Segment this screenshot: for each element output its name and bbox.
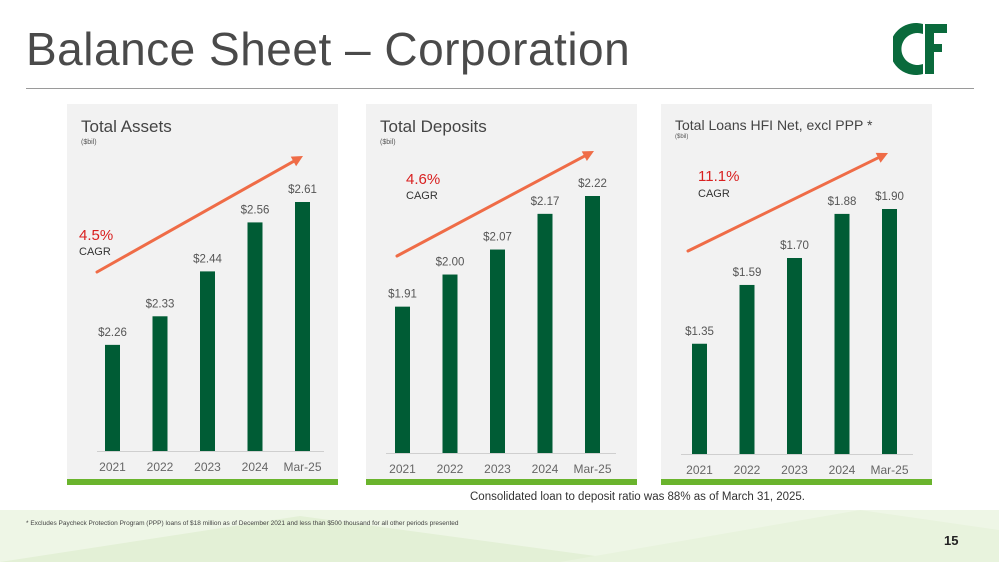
bar [490, 249, 505, 453]
x-tick-label: 2022 [437, 462, 464, 476]
total-loans-chart: $1.35 2021 $1.59 2022 $1.70 2023 $1.88 2024 $1.9… [681, 152, 913, 477]
bar-value-label: $2.56 [241, 204, 270, 216]
chart-title: Total Loans HFI Net, excl PPP * [675, 117, 873, 133]
cagr-percent: 11.1% [698, 168, 740, 185]
cagr-label: CAGR [406, 190, 438, 202]
bar [585, 196, 600, 453]
x-tick-label: 2022 [147, 460, 174, 474]
x-tick-label: 2021 [99, 460, 126, 474]
cf-logo-icon: & [893, 23, 947, 75]
bar-value-label: $2.61 [288, 184, 317, 196]
total-assets-chart: $2.26 2021 $2.33 2022 $2.44 2023 $2.56 2024 $2.6… [95, 156, 324, 474]
bar [152, 316, 168, 451]
bar [247, 222, 263, 451]
growth-arrow-line [686, 156, 880, 253]
cagr-label: CAGR [698, 188, 730, 200]
x-tick-label: 2021 [389, 462, 416, 476]
title-divider [26, 88, 974, 89]
loan-deposit-ratio-note: Consolidated loan to deposit ratio was 8… [470, 491, 805, 503]
bar-value-label: $1.70 [780, 240, 809, 252]
x-tick-label: 2022 [734, 463, 761, 477]
total-deposits-chart: $1.91 2021 $2.00 2022 $2.07 2023 $2.17 2024 $2.2… [386, 151, 616, 476]
ppp-footnote: * Excludes Paycheck Protection Program (… [26, 520, 459, 527]
bar [395, 306, 410, 453]
bar [787, 258, 802, 454]
chart-title: Total Assets [81, 117, 172, 136]
bar-value-label: $2.00 [436, 257, 465, 269]
bar-value-label: $1.90 [875, 191, 904, 203]
x-tick-label: Mar-25 [870, 463, 908, 477]
bar [692, 343, 707, 454]
bar [295, 202, 310, 451]
bar-value-label: $2.17 [531, 196, 560, 208]
bar-value-label: $1.59 [733, 267, 762, 279]
panel-total-assets: Total Assets ($bil) 4.5% CAGR $2.26 2021 $… [67, 104, 338, 485]
bar-value-label: $1.88 [828, 196, 857, 208]
growth-arrow-head [875, 152, 888, 163]
x-tick-label: 2024 [242, 460, 269, 474]
svg-text:&: & [913, 44, 924, 59]
bar [739, 284, 755, 454]
panel-accent-bar [661, 479, 932, 485]
bar [882, 209, 897, 454]
bar [200, 271, 215, 451]
bar-value-label: $2.33 [146, 298, 175, 310]
x-tick-label: 2021 [686, 463, 713, 477]
growth-arrow-head [581, 151, 594, 162]
bar [537, 213, 553, 453]
bar-value-label: $2.26 [98, 327, 127, 339]
page-number: 15 [944, 533, 959, 548]
page-title: Balance Sheet – Corporation [26, 23, 631, 75]
chart-unit: ($bil) [675, 134, 689, 140]
x-tick-label: 2024 [829, 463, 856, 477]
panel-total-loans: Total Loans HFI Net, excl PPP * ($bil) 1… [661, 104, 932, 485]
footer-decoration [0, 510, 999, 562]
chart-unit: ($bil) [81, 139, 97, 146]
growth-arrow-line [95, 159, 295, 274]
cagr-label: CAGR [79, 246, 111, 258]
cagr-percent: 4.6% [406, 171, 441, 188]
bar-value-label: $1.91 [388, 289, 417, 301]
x-tick-label: 2023 [194, 460, 221, 474]
bar-value-label: $2.07 [483, 232, 512, 244]
footer-band [0, 510, 999, 562]
panel-accent-bar [366, 479, 637, 485]
chart-title: Total Deposits [380, 117, 487, 136]
panel-total-deposits: Total Deposits ($bil) 4.6% CAGR $1.91 202… [366, 104, 637, 485]
growth-arrow-line [395, 154, 586, 258]
x-tick-label: Mar-25 [283, 460, 321, 474]
bar [442, 274, 458, 453]
bar-value-label: $2.44 [193, 253, 222, 265]
bar [105, 344, 120, 451]
cagr-percent: 4.5% [79, 227, 114, 244]
growth-arrow-head [290, 156, 303, 167]
bar-value-label: $1.35 [685, 326, 714, 338]
x-tick-label: 2024 [532, 462, 559, 476]
bar [834, 213, 850, 454]
x-tick-label: Mar-25 [573, 462, 611, 476]
x-tick-label: 2023 [781, 463, 808, 477]
panel-accent-bar [67, 479, 338, 485]
chart-unit: ($bil) [380, 139, 396, 146]
x-tick-label: 2023 [484, 462, 511, 476]
bar-value-label: $2.22 [578, 178, 607, 190]
